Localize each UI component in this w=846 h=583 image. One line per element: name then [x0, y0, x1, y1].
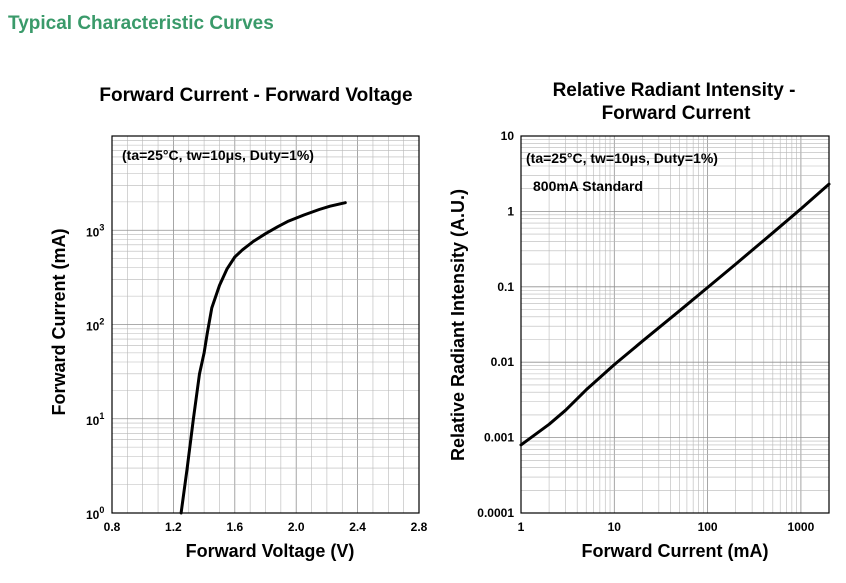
chart2-series	[519, 182, 831, 447]
chart1-y-ticks: 100 101 102 103	[86, 222, 104, 522]
chart2-y-axis-label: Relative Radiant Intensity (A.U.)	[448, 189, 468, 461]
chart2-plot-frame	[520, 135, 830, 514]
chart2-y-ticks: 0.0001 0.001 0.01 0.1 1 10	[477, 129, 514, 520]
chart2-x-axis-label: Forward Current (mA)	[581, 541, 768, 561]
chart1-x-axis-label: Forward Voltage (V)	[186, 541, 355, 561]
chart2-x-tick-label: 1	[518, 520, 525, 534]
chart1-plot-frame	[111, 135, 420, 514]
chart1-x-tick-label: 2.4	[349, 520, 366, 534]
chart1-y-tick-label: 102	[86, 317, 104, 334]
chart-radiant-intensity-current: Relative Radiant Intensity - Forward Cur…	[448, 80, 831, 561]
chart1-y-tick-label: 103	[86, 222, 104, 239]
chart2-y-tick-label: 0.0001	[477, 506, 514, 520]
chart2-x-tick-label: 1000	[788, 520, 815, 534]
chart1-title: Forward Current - Forward Voltage	[99, 85, 412, 106]
chart2-y-tick-label: 0.001	[484, 431, 514, 445]
chart2-x-ticks: 1 10 100 1000	[518, 520, 815, 534]
chart1-x-tick-label: 2.0	[288, 520, 305, 534]
chart1-x-tick-label: 0.8	[104, 520, 121, 534]
chart2-y-tick-label: 10	[501, 129, 515, 143]
chart2-x-tick-label: 10	[608, 520, 622, 534]
chart2-y-tick-label: 0.01	[491, 355, 515, 369]
chart2-title-line2: Forward Current	[602, 103, 752, 124]
chart1-y-axis-label: Forward Current (mA)	[49, 228, 69, 415]
chart1-annotation: (ta=25°C, tw=10μs, Duty=1%)	[122, 147, 314, 163]
chart1-y-tick-label: 100	[86, 505, 104, 522]
chart2-x-tick-label: 100	[698, 520, 718, 534]
section-title: Typical Characteristic Curves	[8, 13, 274, 34]
chart2-series-line	[519, 182, 831, 447]
chart1-series-line	[179, 201, 347, 515]
chart1-x-tick-label: 1.2	[165, 520, 182, 534]
chart2-title-line1: Relative Radiant Intensity -	[553, 80, 796, 101]
chart2-annotation-standard: 800mA Standard	[533, 178, 643, 194]
chart2-y-tick-label: 1	[507, 204, 514, 218]
chart1-x-tick-label: 1.6	[226, 520, 243, 534]
chart2-annotation-conditions: (ta=25°C, tw=10μs, Duty=1%)	[526, 150, 718, 166]
chart1-x-ticks: 0.8 1.2 1.6 2.0 2.4 2.8	[104, 520, 428, 534]
chart-forward-current-voltage: Forward Current - Forward Voltage 0.8 1.2…	[49, 85, 428, 561]
chart1-grid	[111, 136, 420, 514]
chart1-y-tick-label: 101	[86, 411, 104, 428]
chart1-series	[179, 201, 347, 515]
chart2-y-tick-label: 0.1	[497, 280, 514, 294]
chart1-x-tick-label: 2.8	[411, 520, 428, 534]
